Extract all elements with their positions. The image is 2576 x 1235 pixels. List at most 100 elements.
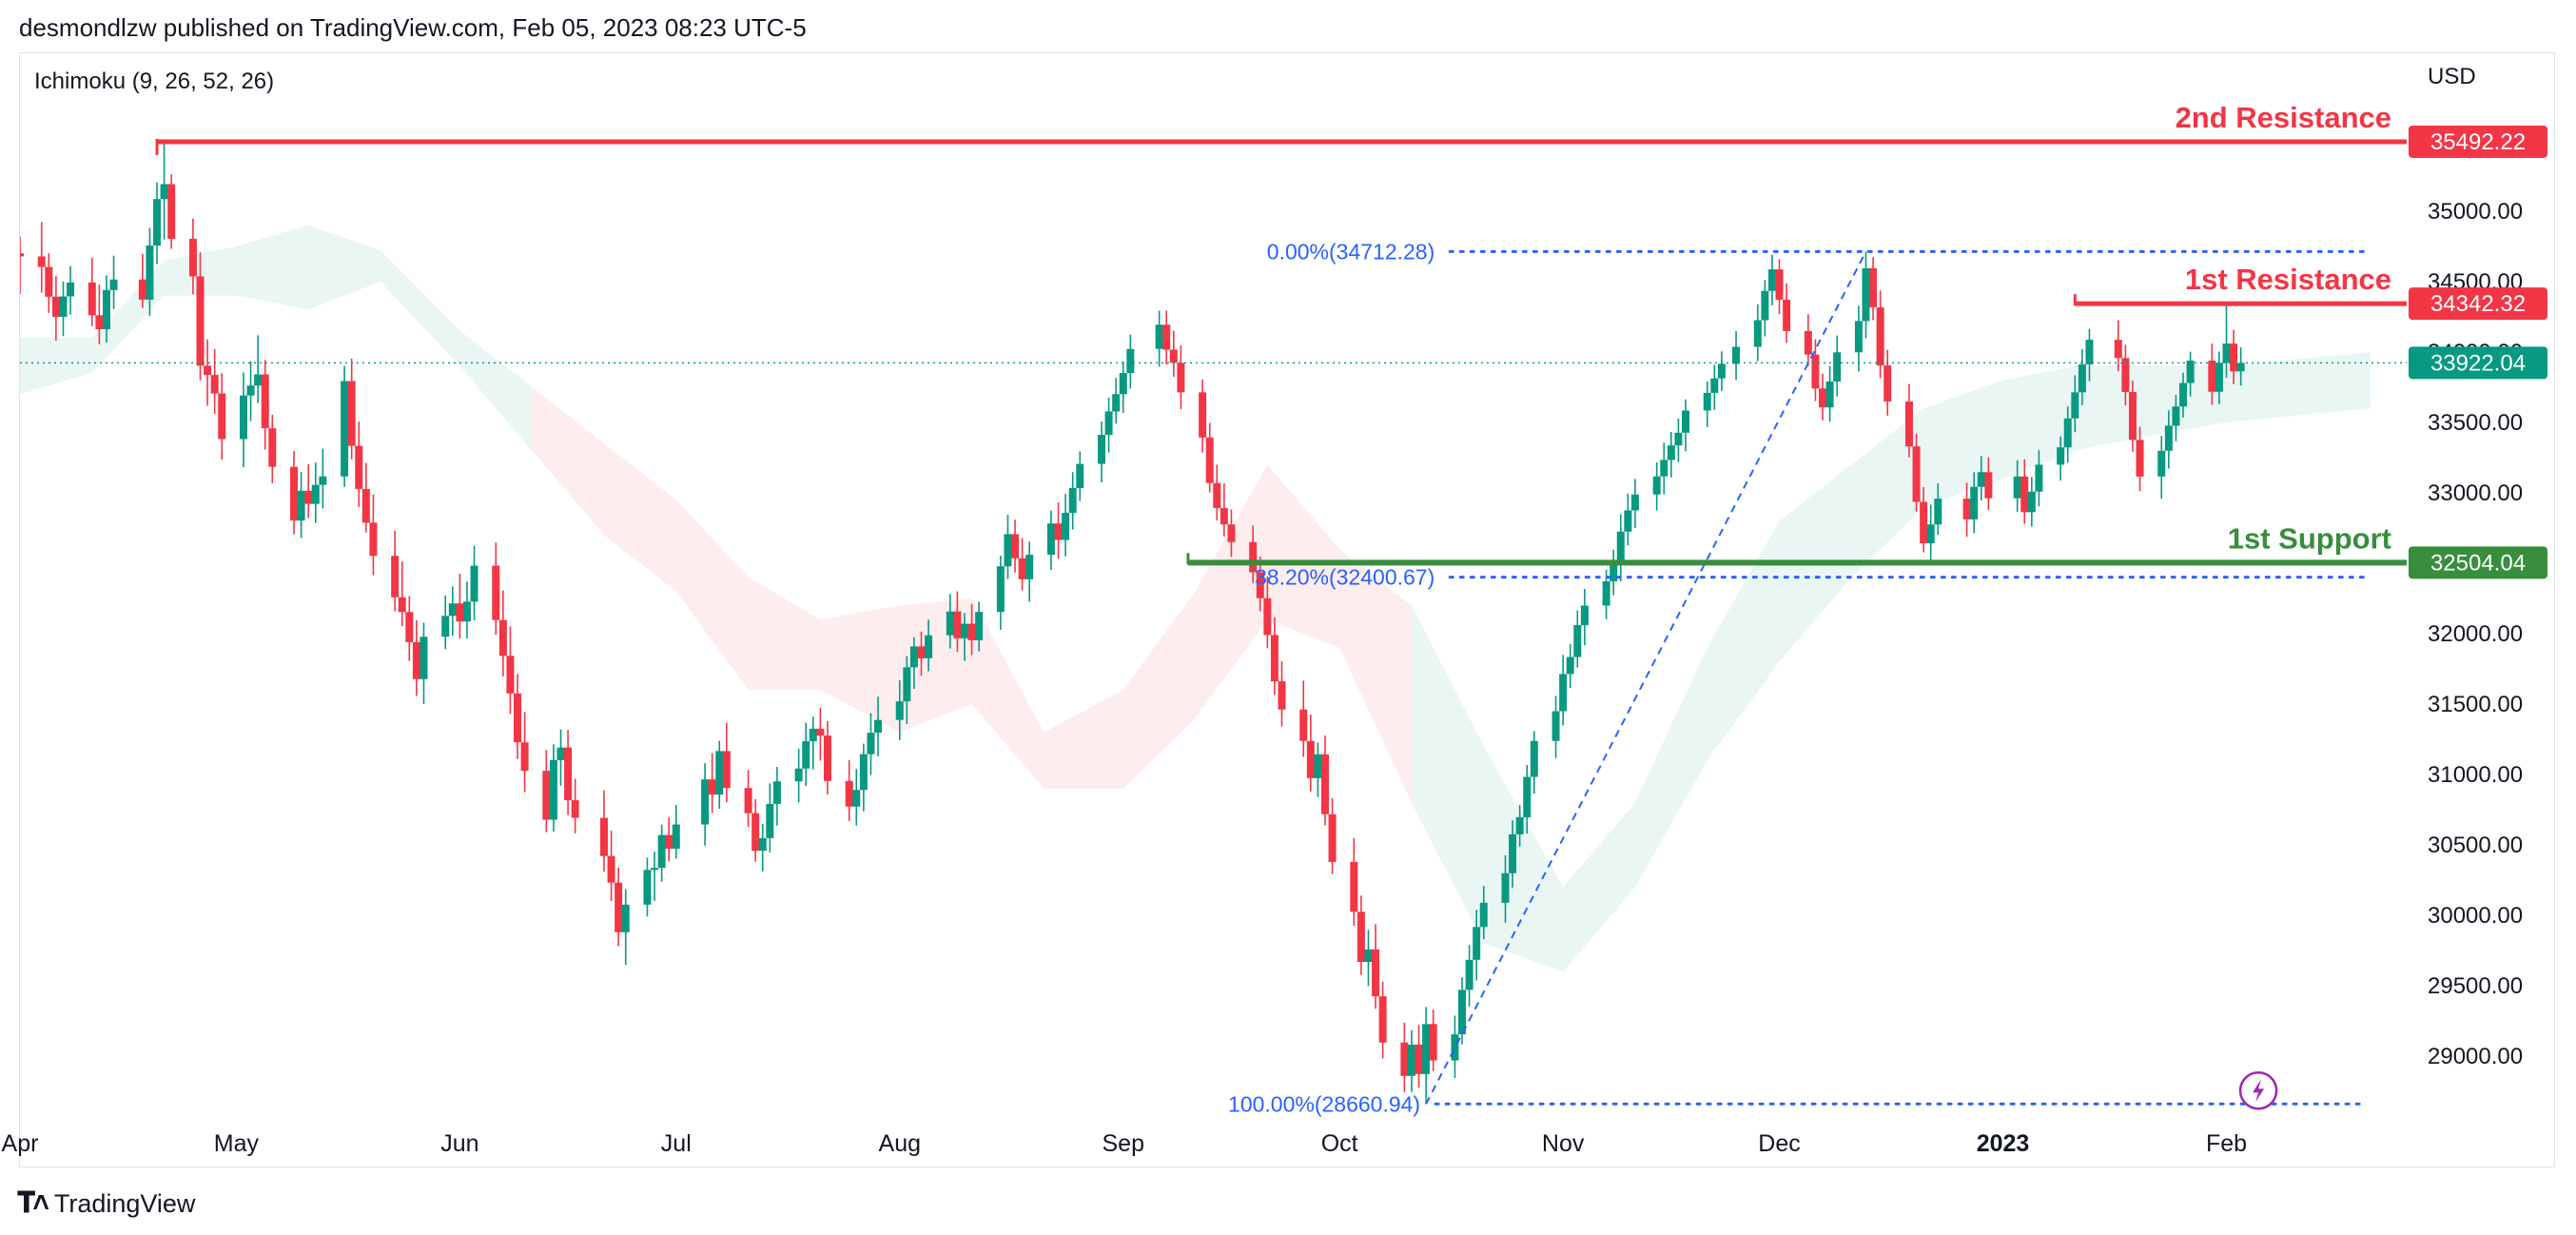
candle-body (1479, 902, 1488, 928)
y-tick-label: 30500.00 (2428, 833, 2523, 858)
candle-body (441, 616, 450, 637)
candle-body (462, 601, 471, 622)
candle-body (2057, 447, 2065, 465)
candle-body (2035, 464, 2043, 492)
price-badge (2409, 287, 2547, 321)
candle-body (1068, 488, 1077, 514)
candle-body (2128, 392, 2137, 441)
candle-body (20, 253, 24, 257)
candle-body (456, 603, 464, 622)
candle-body (2013, 476, 2021, 499)
cloud-segment (1634, 647, 1708, 888)
candle-body (1970, 486, 1979, 519)
candle-body (1320, 754, 1329, 814)
candle-body (766, 803, 774, 838)
candle-body (361, 488, 370, 523)
candle-body (2085, 340, 2094, 365)
candle-body (239, 395, 247, 440)
brand-name[interactable]: TradingView (53, 1188, 196, 1218)
candle-body (599, 817, 608, 856)
candle-body (1364, 949, 1373, 963)
candle-body (1213, 482, 1221, 509)
x-tick-label: Jun (440, 1130, 478, 1157)
candle-body (1112, 394, 1121, 412)
candle-body (1984, 472, 1993, 499)
axes: 29000.00 29500.00 30000.00 30500.00 31000.00… (2, 125, 2547, 1157)
candle-body (1825, 381, 1834, 408)
x-tick-label: Aug (879, 1130, 921, 1157)
candle-body (651, 868, 659, 871)
candle-body (297, 490, 305, 521)
drawing-overlays: 0.00%(34712.28) 38.20%(32400.67) 100.00%(2… (20, 101, 2407, 1116)
candle-body (571, 800, 579, 818)
fib-trend-line (1425, 250, 1867, 1105)
candle-body (1356, 912, 1365, 963)
candle-body (909, 646, 918, 668)
price-badge (2409, 346, 2547, 380)
cloud-segment (236, 225, 309, 310)
x-tick-label: Sep (1103, 1130, 1144, 1157)
publication-header: desmondlzw published on TradingView.com,… (19, 13, 807, 42)
candle-body (1458, 990, 1467, 1035)
candle-body (1249, 541, 1258, 573)
lightning-icon[interactable] (2238, 1071, 2278, 1110)
candle-body (45, 266, 53, 297)
candle-body (1270, 635, 1278, 682)
candle-body (1783, 300, 1791, 331)
candle-body (2215, 363, 2223, 392)
candle-body (758, 837, 767, 852)
candle-body (1076, 463, 1084, 489)
candle-body (498, 619, 507, 657)
candle-body (102, 289, 110, 330)
candle-body (1415, 1044, 1423, 1074)
indicator-legend[interactable]: Ichimoku (9, 26, 52, 26) (34, 69, 274, 94)
candle-body (615, 882, 623, 932)
candle-body (51, 296, 60, 317)
candle-body (304, 490, 313, 504)
candle-body (1278, 681, 1286, 710)
candle-body (1811, 354, 1820, 389)
candle-body (1098, 435, 1106, 464)
candle-body (1350, 861, 1358, 912)
candle-body (1775, 269, 1784, 301)
candle-body (874, 719, 883, 734)
candle-body (867, 733, 875, 755)
candle-body (2222, 343, 2231, 363)
candle-body (1732, 346, 1741, 364)
candle-body (1767, 269, 1776, 291)
level-name: 2nd Resistance (2176, 101, 2391, 134)
candle-body (2027, 491, 2036, 513)
candle-body (2236, 363, 2245, 372)
y-tick-label: 32000.00 (2428, 621, 2523, 647)
y-tick-label: 33500.00 (2428, 410, 2523, 436)
candle-body (1378, 996, 1387, 1043)
cloud-segment (20, 338, 92, 395)
cloud-segment (820, 605, 900, 733)
candle-body (1926, 524, 1935, 544)
x-tick-label: Oct (1321, 1130, 1358, 1157)
candle-body (1422, 1024, 1431, 1074)
price-badge-label: 32504.04 (2430, 550, 2526, 576)
candle-body (1602, 581, 1610, 606)
candle-body (1934, 499, 1942, 525)
candle-body (917, 646, 926, 658)
candle-body (967, 623, 976, 640)
price-badge-label: 33922.04 (2430, 350, 2526, 376)
candle-body (1862, 267, 1870, 322)
candle-body (665, 834, 673, 849)
y-tick-label: 29500.00 (2428, 973, 2523, 999)
candle-body (2114, 340, 2122, 359)
tradingview-logo-icon[interactable]: 𝐓˄ (17, 1187, 49, 1219)
candle-body (1761, 290, 1769, 321)
currency-label: USD (2428, 64, 2476, 89)
candle-body (751, 813, 760, 852)
candle-body (1046, 523, 1055, 556)
candle-body (1473, 927, 1481, 960)
candle-body (701, 779, 710, 825)
cloud-segment (381, 250, 460, 366)
level-name: 1st Resistance (2185, 263, 2391, 296)
candle-body (1717, 363, 1726, 379)
candle-body (59, 296, 68, 317)
candle-body (391, 556, 400, 598)
